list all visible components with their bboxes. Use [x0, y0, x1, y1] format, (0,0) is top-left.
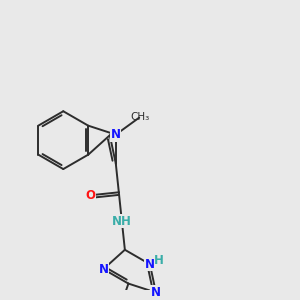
Text: NH: NH: [112, 214, 132, 227]
Text: N: N: [145, 258, 155, 271]
Text: O: O: [85, 189, 95, 202]
Text: N: N: [151, 286, 161, 299]
Text: N: N: [98, 262, 108, 276]
Text: N: N: [111, 128, 121, 141]
Text: H: H: [154, 254, 164, 267]
Text: CH₃: CH₃: [131, 112, 150, 122]
